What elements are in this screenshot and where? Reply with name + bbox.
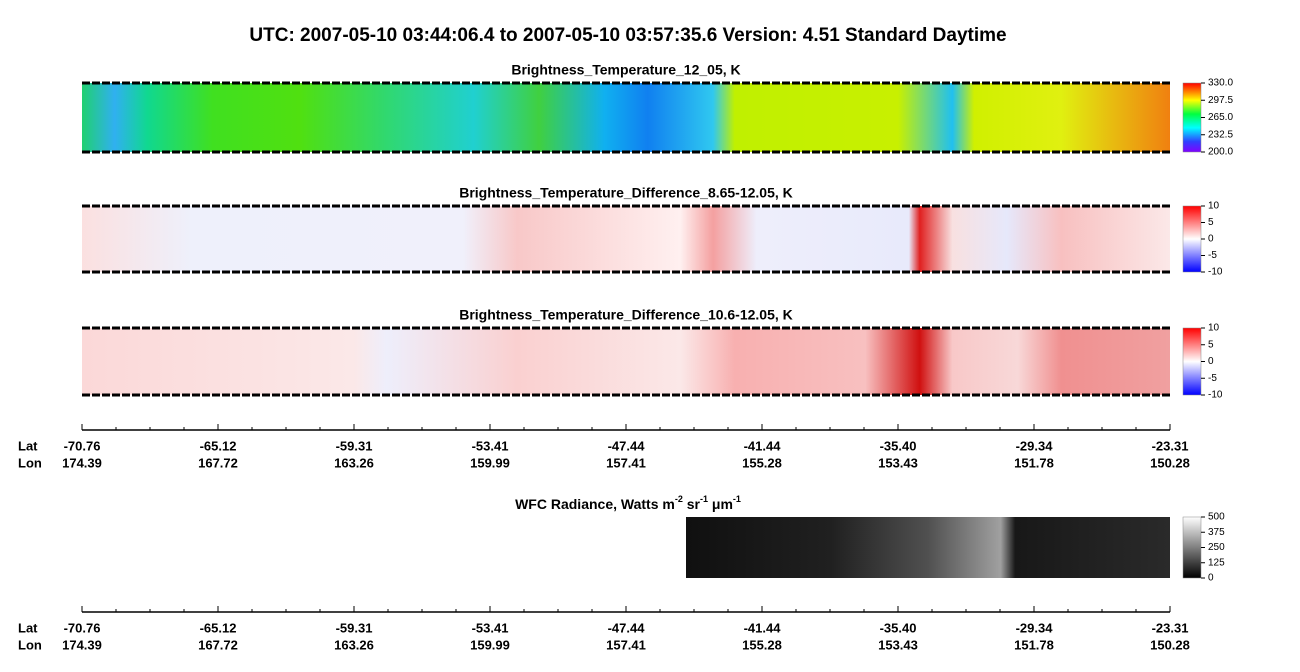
lat-tick-label: -23.31: [1152, 438, 1189, 453]
lat-tick-label: -53.41: [472, 438, 509, 453]
lat-tick-label: -70.76: [64, 620, 101, 635]
lon-tick-label: 174.39: [62, 455, 102, 470]
image-strip: [82, 83, 1170, 152]
lat-tick-label: -41.44: [744, 620, 782, 635]
wfc-title-part: sr: [683, 496, 701, 512]
lon-tick-label: 151.78: [1014, 637, 1054, 652]
panel-title: Brightness_Temperature_12_05, K: [511, 62, 740, 78]
wfc-title-part: -2: [675, 494, 683, 504]
lat-tick-label: -47.44: [608, 620, 646, 635]
lat-tick-label: -35.40: [880, 620, 917, 635]
colorbar: [1182, 205, 1202, 273]
lon-tick-label: 167.72: [198, 455, 238, 470]
lat-label: Lat: [18, 438, 38, 453]
lon-tick-label: 163.26: [334, 455, 374, 470]
lat-label: Lat: [18, 620, 38, 635]
colorbar-tick-label: 10: [1208, 323, 1220, 334]
lat-tick-label: -23.31: [1152, 620, 1189, 635]
lon-tick-label: 150.28: [1150, 455, 1190, 470]
lat-tick-label: -65.12: [200, 620, 237, 635]
lat-tick-label: -29.34: [1016, 620, 1054, 635]
colorbar-tick-label: 10: [1208, 201, 1220, 212]
colorbar-tick-label: 0: [1208, 234, 1214, 245]
colorbar: [1182, 327, 1202, 396]
colorbar-tick-label: -5: [1208, 373, 1217, 384]
colorbar-tick-label: 0: [1208, 356, 1214, 367]
wfc-title-part: μm: [708, 496, 733, 512]
lon-tick-label: 157.41: [606, 637, 646, 652]
colorbar-tick-label: 5: [1208, 339, 1214, 350]
colorbar-tick-label: 232.5: [1208, 129, 1233, 140]
lon-tick-label: 159.99: [470, 455, 510, 470]
lon-tick-label: 150.28: [1150, 637, 1190, 652]
lat-tick-label: -29.34: [1016, 438, 1054, 453]
lon-tick-label: 174.39: [62, 637, 102, 652]
colorbar-tick-label: 265.0: [1208, 112, 1233, 123]
lat-tick-label: -35.40: [880, 438, 917, 453]
image-strip: [686, 517, 1170, 578]
lon-label: Lon: [18, 455, 42, 470]
lon-tick-label: 155.28: [742, 637, 782, 652]
colorbar-tick-label: 200.0: [1208, 147, 1233, 158]
lat-tick-label: -70.76: [64, 438, 101, 453]
colorbar: [1182, 516, 1202, 579]
colorbar-tick-label: 330.0: [1208, 78, 1233, 89]
lon-tick-label: 151.78: [1014, 455, 1054, 470]
lat-tick-label: -53.41: [472, 620, 509, 635]
panel-title: Brightness_Temperature_Difference_8.65-1…: [459, 185, 793, 201]
lon-tick-label: 159.99: [470, 637, 510, 652]
lon-tick-label: 153.43: [878, 637, 918, 652]
colorbar-tick-label: 250: [1208, 542, 1225, 553]
image-strip: [82, 206, 1170, 272]
lat-tick-label: -59.31: [336, 620, 373, 635]
colorbar-tick-label: -10: [1208, 390, 1223, 401]
lat-tick-label: -65.12: [200, 438, 237, 453]
colorbar-tick-label: 0: [1208, 573, 1214, 584]
colorbar-tick-label: 500: [1208, 512, 1225, 523]
wfc-title-part: WFC Radiance, Watts m: [515, 496, 675, 512]
panel-title: Brightness_Temperature_Difference_10.6-1…: [459, 307, 793, 323]
lon-tick-label: 167.72: [198, 637, 238, 652]
colorbar-tick-label: -5: [1208, 250, 1217, 261]
lon-tick-label: 157.41: [606, 455, 646, 470]
colorbar-tick-label: 5: [1208, 217, 1214, 228]
lon-tick-label: 153.43: [878, 455, 918, 470]
colorbar-tick-label: 297.5: [1208, 95, 1233, 106]
wfc-title-part: -1: [700, 494, 708, 504]
colorbar-tick-label: -10: [1208, 267, 1223, 278]
lon-label: Lon: [18, 637, 42, 652]
lat-tick-label: -47.44: [608, 438, 646, 453]
wfc-title-part: -1: [733, 494, 741, 504]
colorbar-tick-label: 375: [1208, 527, 1225, 538]
colorbar: [1182, 82, 1202, 153]
colorbar-tick-label: 125: [1208, 557, 1225, 568]
image-strip: [82, 328, 1170, 395]
lat-tick-label: -59.31: [336, 438, 373, 453]
lon-tick-label: 163.26: [334, 637, 374, 652]
lat-tick-label: -41.44: [744, 438, 782, 453]
wfc-title: WFC Radiance, Watts m-2 sr-1 μm-1: [515, 494, 741, 511]
lon-tick-label: 155.28: [742, 455, 782, 470]
figure-title: UTC: 2007-05-10 03:44:06.4 to 2007-05-10…: [249, 25, 1006, 46]
